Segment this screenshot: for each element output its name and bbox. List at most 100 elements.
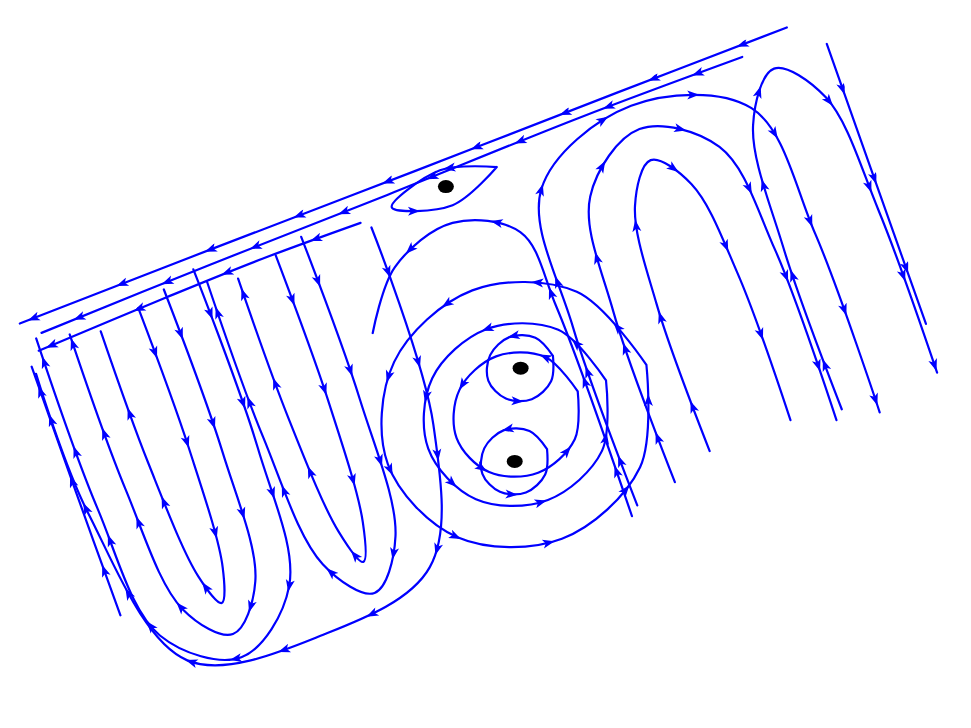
arrow: [480, 323, 494, 336]
arrow: [869, 393, 881, 407]
arrow: [753, 85, 765, 99]
arrow: [439, 297, 454, 311]
arrow: [198, 580, 212, 595]
arrow: [928, 358, 940, 372]
arrow: [323, 565, 338, 580]
arrow: [157, 495, 170, 509]
streamline: [753, 68, 937, 409]
arrow: [690, 67, 704, 80]
streamline: [238, 255, 365, 562]
streamline: [424, 323, 608, 506]
arrow: [184, 656, 198, 668]
arrow: [687, 90, 699, 99]
streamline: [101, 308, 225, 603]
arrow: [686, 400, 699, 414]
arrow: [98, 427, 111, 441]
arrow: [284, 579, 295, 592]
arrow: [644, 394, 653, 406]
arrow: [237, 506, 249, 520]
arrow: [220, 266, 234, 279]
arrow: [505, 490, 517, 500]
arrow: [445, 476, 460, 491]
streamline: [481, 428, 547, 494]
arrow: [26, 312, 40, 325]
arrow: [45, 413, 57, 427]
arrow: [384, 463, 397, 478]
arrow: [38, 355, 50, 369]
arrow: [408, 207, 420, 216]
arrow: [591, 251, 603, 265]
arrow: [804, 214, 817, 228]
arrow: [443, 163, 456, 174]
arrow: [768, 126, 782, 141]
arrow: [595, 113, 610, 127]
arrow: [600, 432, 611, 445]
arrow: [610, 464, 622, 478]
arrow: [304, 465, 317, 480]
arrow: [735, 38, 749, 51]
streamline: [36, 228, 442, 666]
arrow: [318, 382, 330, 396]
arrow: [786, 268, 798, 282]
arrow: [595, 159, 609, 174]
arrow: [115, 277, 129, 290]
arrow: [174, 327, 187, 341]
streamline: [392, 166, 497, 211]
arrow: [579, 375, 592, 389]
arrow: [173, 600, 188, 615]
arrow: [647, 72, 661, 85]
arrow: [344, 363, 356, 377]
arrow: [838, 303, 851, 317]
arrow: [531, 278, 544, 288]
arrow: [819, 358, 832, 372]
arrow: [610, 320, 625, 335]
arrow: [673, 123, 687, 135]
arrow: [448, 530, 463, 543]
arrow: [79, 501, 92, 516]
arrow: [569, 336, 584, 351]
streamline: [373, 220, 632, 516]
arrow: [534, 496, 548, 508]
arrow: [822, 94, 837, 109]
streamline: [42, 57, 743, 333]
chart: [0, 0, 971, 728]
arrow: [292, 209, 306, 222]
arrow: [348, 548, 363, 563]
arrow: [123, 406, 136, 420]
arrow: [601, 100, 615, 113]
arrow: [364, 607, 379, 620]
point: [438, 180, 454, 193]
arrow: [631, 219, 642, 232]
arrow: [69, 445, 82, 459]
arrow: [181, 435, 193, 449]
arrow: [382, 370, 394, 384]
arrow: [469, 141, 483, 154]
arrow: [67, 337, 79, 351]
streamline: [381, 282, 648, 547]
streamline: [487, 335, 553, 401]
arrow: [203, 243, 217, 256]
arrow: [143, 618, 158, 633]
arrow: [900, 261, 912, 275]
arrow: [269, 376, 282, 390]
arrow: [312, 274, 325, 288]
arrow: [651, 431, 664, 445]
arrow: [618, 482, 633, 497]
arrow: [560, 444, 575, 459]
arrow: [44, 339, 59, 352]
arrow: [229, 653, 243, 664]
arrow: [243, 395, 256, 409]
point: [513, 362, 529, 375]
arrow: [490, 217, 504, 228]
arrow: [836, 82, 848, 96]
arrow: [431, 542, 443, 556]
arrow: [207, 416, 219, 430]
arrow: [507, 330, 521, 341]
arrow: [868, 171, 880, 185]
plot-area: [20, 28, 941, 669]
arrow: [558, 106, 572, 119]
streamline: [454, 352, 579, 476]
streamline: [207, 237, 396, 594]
arrow: [542, 537, 556, 549]
arrow: [757, 178, 769, 192]
